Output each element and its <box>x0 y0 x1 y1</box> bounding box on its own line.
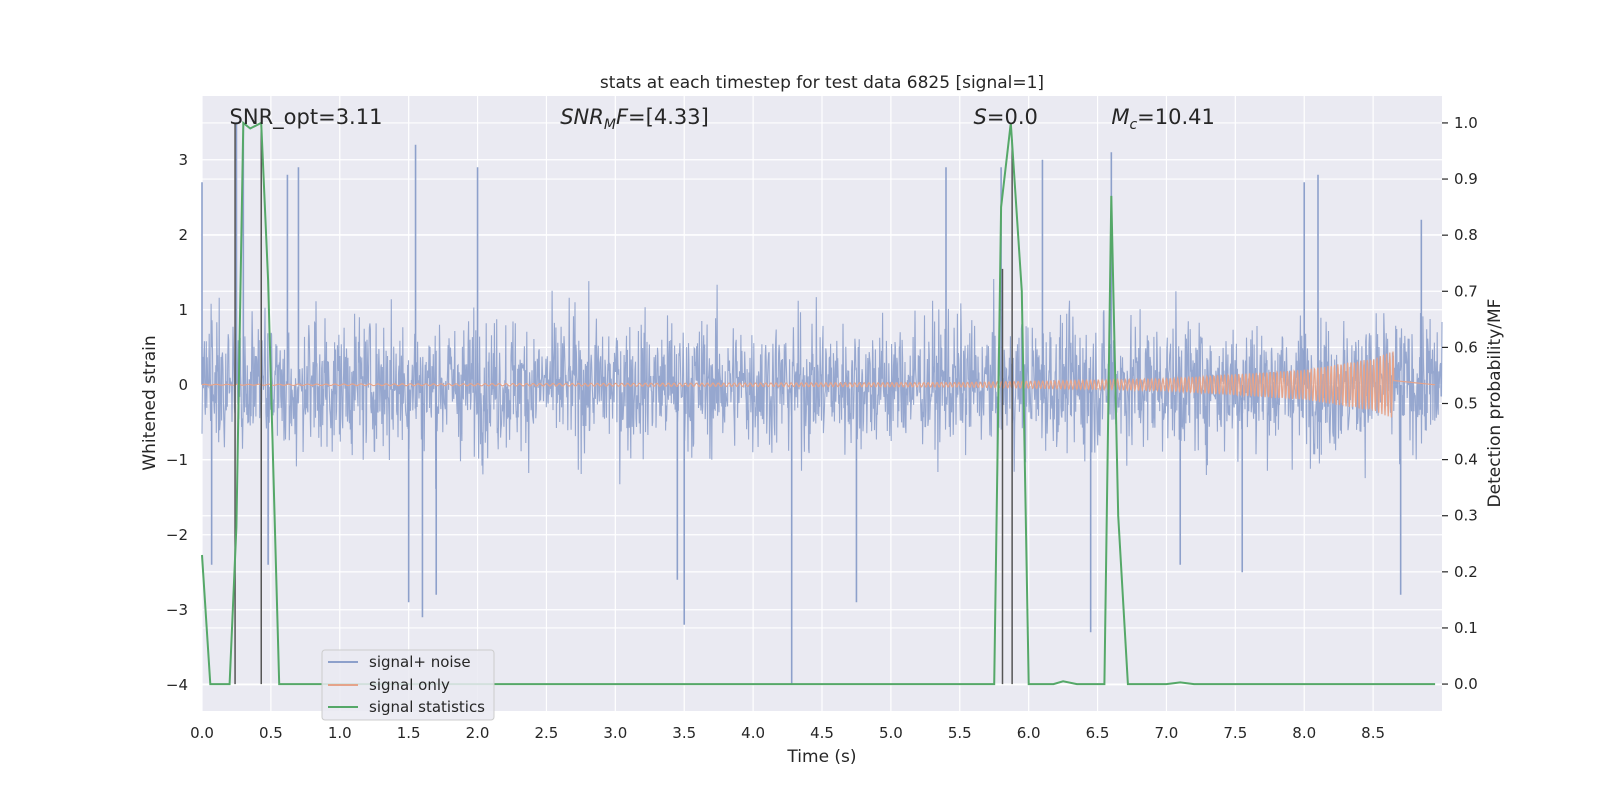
y2-tick-label: 0.7 <box>1454 282 1478 300</box>
y2-tick-label: 0.1 <box>1454 619 1478 637</box>
y-tick-label: −2 <box>166 526 188 544</box>
legend: signal+ noise signal only signal statist… <box>321 649 495 721</box>
x-tick-label: 5.0 <box>879 724 903 742</box>
x-tick-label: 0.5 <box>259 724 283 742</box>
y-tick-label: 1 <box>178 301 188 319</box>
x-axis-label: Time (s) <box>786 747 856 767</box>
x-tick-label: 3.0 <box>603 724 627 742</box>
y-tick-label: 3 <box>178 151 188 169</box>
x-tick-label: 7.5 <box>1223 724 1247 742</box>
x-tick-label: 2.0 <box>466 724 490 742</box>
x-tick-label: 2.5 <box>535 724 559 742</box>
x-tick-label: 8.5 <box>1361 724 1385 742</box>
x-tick-label: 0.0 <box>190 724 214 742</box>
legend-box <box>321 649 495 721</box>
y2-tick-label: 0.3 <box>1454 507 1478 525</box>
legend-label-signal-noise: signal+ noise <box>369 653 471 671</box>
y-tick-label: 2 <box>178 226 188 244</box>
y2-tick-label: 0.6 <box>1454 338 1478 356</box>
y2-axis-ticks: 1.0 0.9 0.8 0.7 0.6 0.5 0.4 0.3 0.2 0.1 0.0 <box>1442 114 1478 693</box>
y-tick-label: −1 <box>166 451 188 469</box>
vertical-markers <box>234 122 1013 685</box>
legend-label-signal-only: signal only <box>369 676 450 694</box>
y2-tick-label: 0.2 <box>1454 563 1478 581</box>
signal-chirp-trace <box>201 351 1436 418</box>
y2-tick-label: 0.0 <box>1454 675 1478 693</box>
x-tick-label: 5.5 <box>948 724 972 742</box>
signal-statistics-series <box>201 120 1436 686</box>
x-tick-label: 4.5 <box>810 724 834 742</box>
y-tick-label: −3 <box>166 601 188 619</box>
x-tick-label: 3.5 <box>672 724 696 742</box>
x-tick-label: 8.0 <box>1292 724 1316 742</box>
legend-label-signal-statistics: signal statistics <box>369 698 485 716</box>
y-axis-label: Whitened strain <box>140 335 160 470</box>
y-tick-label: −4 <box>166 676 188 694</box>
annotation-0: SNR_opt=3.11 <box>230 105 383 130</box>
x-tick-label: 1.5 <box>397 724 421 742</box>
annotation-3: Mc=10.41 <box>1111 105 1215 133</box>
x-tick-label: 1.0 <box>328 724 352 742</box>
x-tick-label: 6.5 <box>1086 724 1110 742</box>
chart-title: stats at each timestep for test data 682… <box>600 73 1044 93</box>
x-axis-ticks: 0.0 0.5 1.0 1.5 2.0 2.5 3.0 3.5 4.0 4.5 5.0 5.5 6.0 6… <box>190 724 1385 742</box>
y2-tick-label: 0.8 <box>1454 226 1478 244</box>
y2-tick-label: 1.0 <box>1454 114 1478 132</box>
annotations: SNR_opt=3.11 SNRMF=[4.33] S=0.0 Mc=10.41 <box>230 105 1215 133</box>
signal-statistics-line <box>201 120 1436 686</box>
annotation-2: S=0.0 <box>974 105 1038 129</box>
x-tick-label: 6.0 <box>1017 724 1041 742</box>
y-tick-label: 0 <box>178 376 188 394</box>
y2-tick-label: 0.9 <box>1454 170 1478 188</box>
annotation-1: SNRMF=[4.33] <box>560 105 709 133</box>
x-tick-label: 7.0 <box>1155 724 1179 742</box>
x-tick-label: 4.0 <box>741 724 765 742</box>
y-axis-ticks: 3 2 1 0 −1 −2 −3 −4 <box>166 151 188 694</box>
y2-axis-label: Detection probability/MF <box>1485 299 1505 508</box>
y2-tick-label: 0.5 <box>1454 395 1478 413</box>
signal-only-series <box>201 351 1436 418</box>
y2-tick-label: 0.4 <box>1454 451 1478 469</box>
